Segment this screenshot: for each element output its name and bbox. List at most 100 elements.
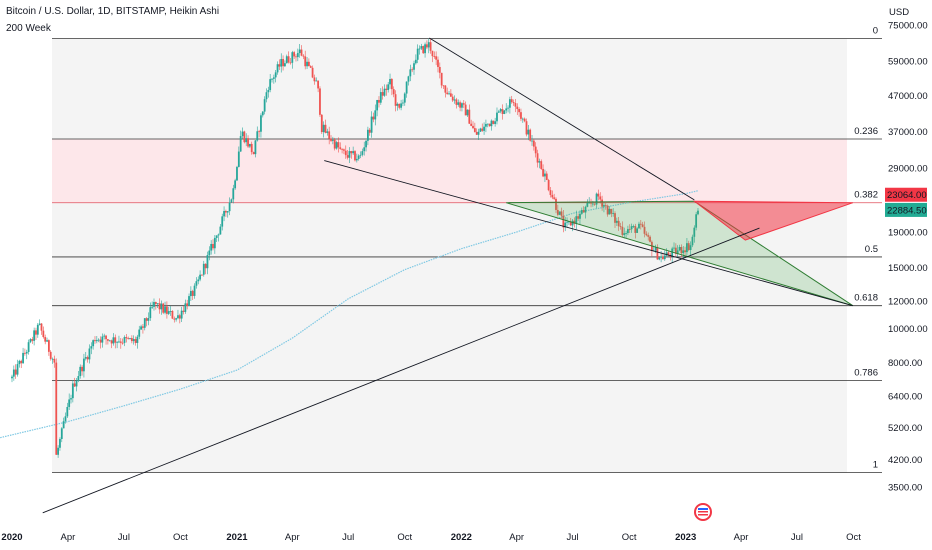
candle-body [527, 129, 530, 135]
candle-body [682, 250, 685, 254]
candle-body [687, 243, 690, 250]
candle-body [40, 323, 43, 331]
candle-body [237, 151, 240, 167]
candle-body [647, 235, 650, 237]
price-axis[interactable]: 75000.00 59000.00 47000.00 37000.00 29000.00… [888, 20, 928, 493]
fib-band-0 [52, 38, 847, 140]
chart-subtitle: 200 Week [6, 23, 52, 34]
pattern-drawings[interactable] [42, 37, 854, 514]
candle-body [608, 208, 611, 215]
candle-body [57, 447, 60, 455]
candle-body [411, 69, 414, 71]
candle-body [177, 315, 179, 319]
candle-body [118, 341, 120, 343]
candle-body [284, 63, 286, 67]
candle-body [615, 220, 618, 223]
candle-body [617, 220, 620, 227]
candle-body [22, 352, 24, 364]
candle-body [407, 76, 410, 82]
candle-body [295, 56, 297, 58]
candle-body [322, 124, 325, 133]
candle-body [553, 197, 556, 199]
candle-body [145, 318, 148, 321]
candle-body [396, 103, 399, 106]
y-tick-label: 59000.00 [888, 57, 928, 68]
candle-body [394, 94, 397, 106]
candle-body [387, 84, 390, 90]
candle-body [649, 236, 651, 242]
candle-body [512, 102, 515, 104]
candle-body [282, 58, 284, 67]
candle-body [27, 342, 30, 352]
candle-body [169, 310, 172, 312]
candle-body [348, 151, 351, 158]
candle-body [106, 339, 109, 341]
y-tick-label: 3500.00 [888, 483, 922, 494]
candle-body [143, 318, 146, 328]
candle-body [481, 128, 484, 131]
candle-body [95, 340, 98, 342]
candle-body [86, 357, 89, 360]
y-tick-label: 5200.00 [888, 423, 922, 434]
candle-body [641, 224, 644, 227]
candle-body [42, 330, 45, 338]
candle-body [298, 49, 301, 54]
candle-body [497, 111, 500, 113]
candle-body [105, 335, 107, 340]
candle-body [344, 150, 347, 156]
candle-body [695, 214, 698, 228]
candle-body [245, 138, 248, 143]
candle-body [525, 121, 528, 135]
candle-body [542, 168, 544, 177]
y-tick-label: 75000.00 [888, 20, 928, 31]
candle-body [130, 338, 133, 342]
candle-body [234, 180, 237, 189]
candle-body [523, 118, 526, 122]
candle-body [514, 103, 517, 107]
candle-body [636, 228, 639, 233]
candle-body [376, 99, 379, 111]
candle-body [269, 79, 272, 91]
y-tick-label: 6400.00 [888, 392, 922, 403]
candle-body [433, 56, 436, 57]
candle-body [381, 92, 384, 96]
candle-body [488, 123, 491, 127]
candle-body [88, 348, 91, 360]
candle-body [403, 93, 406, 103]
candle-body [663, 255, 666, 260]
candle-body [599, 196, 602, 200]
candle-body [686, 243, 688, 253]
candle-body [455, 99, 458, 105]
candle-body [289, 62, 292, 64]
price-candles[interactable] [11, 38, 699, 458]
flag-icon[interactable] [694, 503, 712, 521]
candle-body [540, 161, 543, 169]
candle-body [658, 257, 661, 260]
candle-body [153, 302, 155, 307]
candle-body [306, 61, 308, 67]
price-badge-bg [885, 187, 927, 202]
candle-body [628, 229, 631, 230]
ma-200-line [0, 190, 699, 439]
candle-body [62, 421, 65, 429]
candle-body [162, 303, 165, 313]
candle-body [562, 215, 565, 228]
candle-body [99, 339, 102, 343]
candle-body [632, 226, 635, 227]
candle-body [304, 56, 307, 67]
x-tick-label: Apr [285, 532, 300, 543]
candle-body [544, 173, 546, 177]
candle-body [538, 161, 541, 163]
candle-body [660, 256, 663, 258]
candle-body [156, 303, 159, 305]
fib-label-0.786: 0.786 [854, 367, 878, 378]
y-tick-label: 8000.00 [888, 358, 922, 369]
candle-body [53, 358, 56, 363]
candle-body [496, 112, 498, 122]
candle-body [639, 223, 642, 225]
candle-body [16, 364, 19, 375]
candle-body [182, 310, 185, 312]
time-axis[interactable]: 2020 Apr Jul Oct 2021 Apr Jul Oct 2022 Apr Jul Oct 2… [1, 532, 861, 543]
candle-body [221, 216, 224, 227]
